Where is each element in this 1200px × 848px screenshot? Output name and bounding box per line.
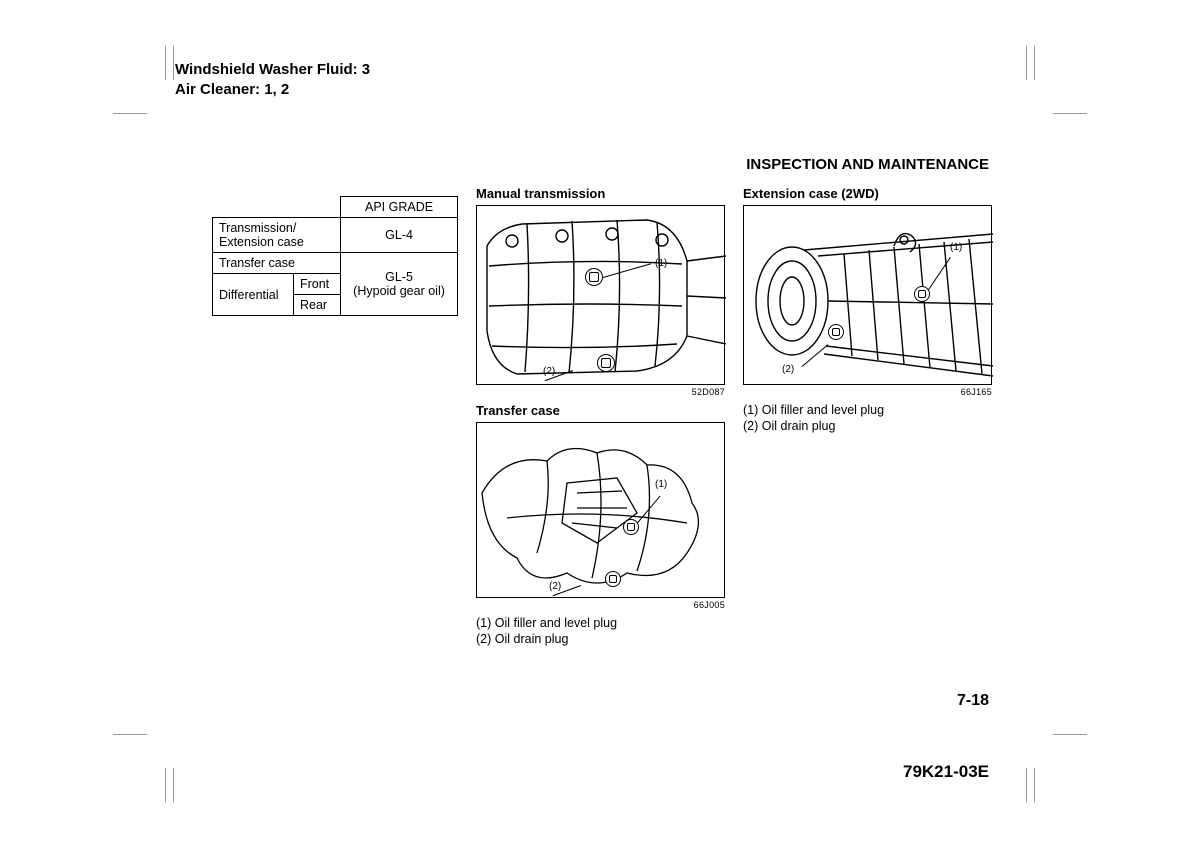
callout-label: (2) (782, 364, 794, 375)
figure-extension-case: (1) (2) (743, 205, 992, 385)
drain-plug-icon (605, 571, 621, 587)
table-row-value: GL-5 (Hypoid gear oil) (341, 253, 458, 316)
figure-manual-transmission: (1) (2) (476, 205, 725, 385)
page-number: 7-18 (957, 692, 989, 710)
crop-mark (173, 768, 174, 802)
table-row-value: GL-4 (341, 218, 458, 253)
figure-code: 66J165 (743, 387, 992, 397)
table-value-line: (Hypoid gear oil) (353, 284, 445, 298)
column-table: API GRADE Transmission/ Extension case G… (212, 186, 458, 647)
figure-transfer-case: (1) (2) (476, 422, 725, 598)
table-header: API GRADE (341, 197, 458, 218)
table-row-label: Transfer case (213, 253, 341, 274)
callout-label: (1) (950, 242, 962, 253)
legend-line: (2) Oil drain plug (743, 419, 992, 435)
running-header: Windshield Washer Fluid: 3 Air Cleaner: … (175, 60, 370, 99)
callout-label: (1) (655, 479, 667, 490)
extension-case-illustration-icon (744, 206, 993, 386)
drain-plug-icon (828, 324, 844, 340)
crop-mark (1053, 113, 1087, 114)
header-line-1: Windshield Washer Fluid: 3 (175, 60, 370, 80)
crop-mark (113, 113, 147, 114)
crop-mark (165, 46, 166, 80)
filler-plug-icon (585, 268, 603, 286)
figure-legend: (1) Oil filler and level plug (2) Oil dr… (476, 616, 725, 647)
legend-line: (1) Oil filler and level plug (743, 403, 992, 419)
callout-label: (2) (543, 366, 555, 377)
transfer-case-illustration-icon (477, 423, 726, 599)
legend-line: (1) Oil filler and level plug (476, 616, 725, 632)
crop-mark (1053, 734, 1087, 735)
header-line-2: Air Cleaner: 1, 2 (175, 80, 370, 100)
crop-mark (1026, 768, 1027, 802)
figure-code: 52D087 (476, 387, 725, 397)
callout-label: (2) (549, 581, 561, 592)
crop-mark (113, 734, 147, 735)
callout-label: (1) (655, 258, 667, 269)
document-code: 79K21-03E (903, 762, 989, 782)
figure-legend: (1) Oil filler and level plug (2) Oil dr… (743, 403, 992, 434)
crop-mark (165, 768, 166, 802)
crop-mark (1026, 46, 1027, 80)
crop-mark (1034, 46, 1035, 80)
table-sub-label: Front (293, 274, 340, 295)
crop-mark (173, 46, 174, 80)
drain-plug-icon (597, 354, 615, 372)
crop-mark (1034, 768, 1035, 802)
page-content: API GRADE Transmission/ Extension case G… (212, 186, 992, 647)
table-row-label: Transmission/ Extension case (213, 218, 341, 253)
figure-code: 66J005 (476, 600, 725, 610)
figure-title: Extension case (2WD) (743, 186, 992, 201)
column-figures-middle: Manual transmission (476, 186, 725, 647)
legend-line: (2) Oil drain plug (476, 632, 725, 648)
section-title: INSPECTION AND MAINTENANCE (746, 156, 989, 173)
column-figures-right: Extension case (2WD) (743, 186, 992, 647)
figure-title: Manual transmission (476, 186, 725, 201)
table-value-line: GL-5 (385, 270, 413, 284)
api-grade-table: API GRADE Transmission/ Extension case G… (212, 196, 458, 316)
table-row-label: Differential (213, 274, 294, 316)
figure-title: Transfer case (476, 403, 725, 418)
table-sub-label: Rear (293, 295, 340, 316)
